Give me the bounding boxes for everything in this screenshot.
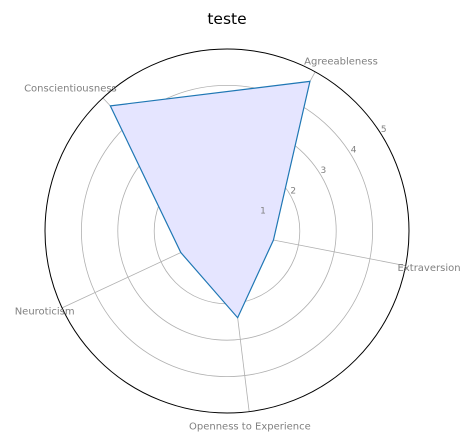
outer-frame — [44, 48, 410, 414]
grid-circle-4 — [80, 84, 374, 378]
radial-tick-label: 1 — [260, 207, 266, 217]
radial-tick-label: 4 — [351, 146, 357, 156]
series-line — [109, 80, 311, 319]
category-label: Openness to Experience — [189, 422, 311, 433]
category-label: Agreeableness — [304, 57, 378, 68]
series-area — [110, 81, 310, 318]
radial-tick-label: 2 — [290, 186, 296, 196]
radial-tick-label: 5 — [381, 125, 387, 135]
category-label: Neuroticism — [15, 306, 75, 317]
radar-data — [109, 80, 311, 319]
chart-title: teste — [207, 10, 246, 28]
category-label: Extraversion — [398, 263, 461, 274]
radar-labels: 1 2 3 4 5 Extraversion Agreeableness Conscienti… — [15, 57, 461, 433]
category-label: Conscientiousness — [24, 84, 117, 95]
radial-tick-label: 3 — [321, 166, 327, 176]
